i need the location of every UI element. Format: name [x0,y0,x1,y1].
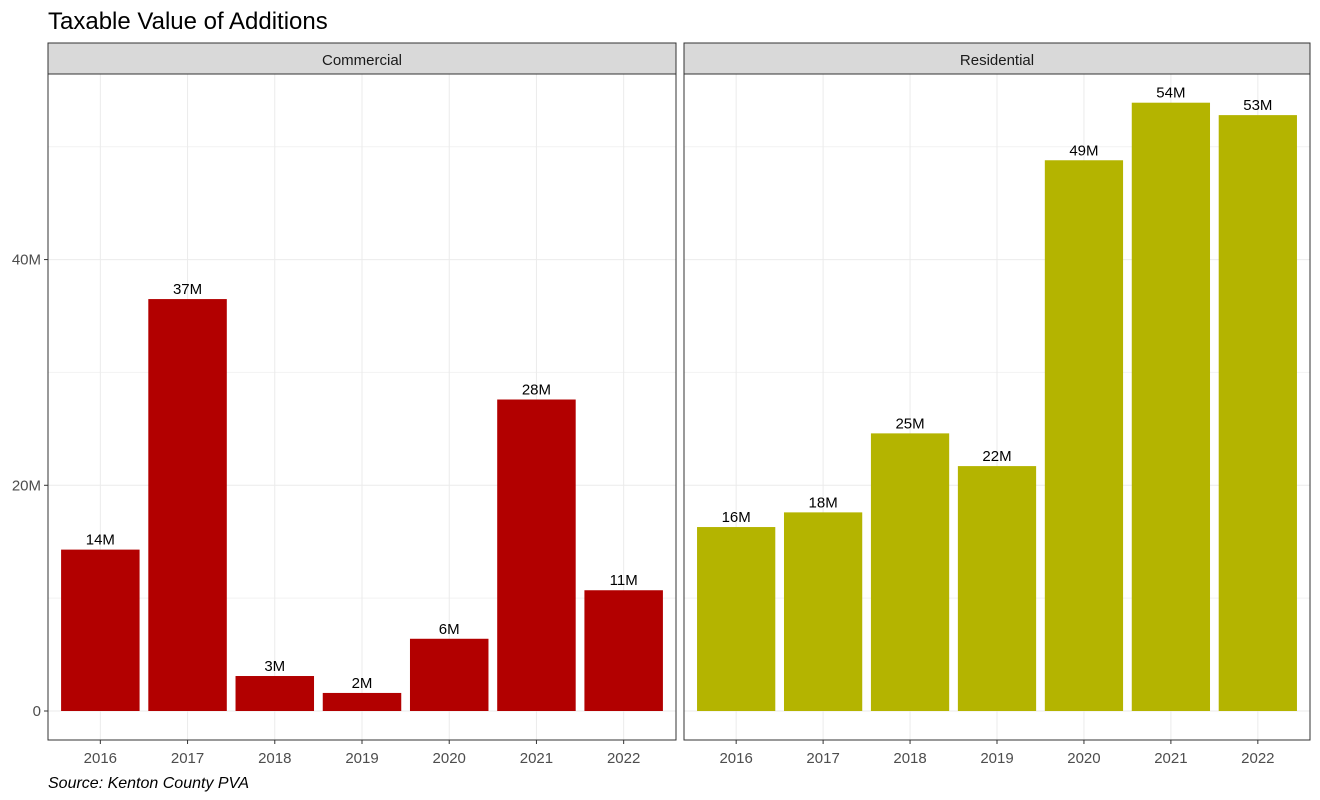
bar-data-label: 2M [352,675,373,692]
bar-2017 [783,512,863,711]
bar-data-label: 37M [173,281,202,298]
bar-2022 [584,590,663,711]
y-tick-label: 40M [12,252,41,269]
y-axis: 0 20M 40M [12,252,48,720]
panel-residential: Residential 16M 18M 25M 22M 49M 54M 53M 2016 2017… [683,42,1311,767]
bar-2017 [148,299,227,711]
y-tick-label: 20M [12,477,41,494]
bar-data-label: 16M [722,509,751,526]
x-tick-label: 2020 [433,750,466,767]
x-tick-label: 2017 [806,750,839,767]
bar-2016 [61,549,140,711]
x-tick-label: 2016 [719,750,752,767]
bar-2020 [1044,160,1124,711]
bars: 14M 37M 3M 2M 6M 28M 11M [61,281,663,711]
chart-caption: Source: Kenton County PVA [48,775,249,792]
bar-2021 [1131,102,1211,711]
x-tick-label: 2018 [893,750,926,767]
panel-commercial: Commercial 14M 37M 3M 2M 6M 28M 11M 2016 2017 2018… [47,42,677,767]
x-tick-label: 2021 [520,750,553,767]
x-tick-label: 2019 [345,750,378,767]
bar-data-label: 25M [895,415,924,432]
x-tick-label: 2018 [258,750,291,767]
bar-data-label: 6M [439,621,460,638]
bar-2018 [870,433,950,711]
bar-data-label: 18M [809,494,838,511]
bar-data-label: 54M [1156,85,1185,102]
bar-data-label: 14M [86,532,115,549]
bar-2022 [1218,115,1297,712]
bar-2021 [497,399,576,711]
chart-panels: Commercial 14M 37M 3M 2M 6M 28M 11M 2016 2017 2018… [47,42,1311,767]
bar-data-label: 49M [1069,142,1098,159]
bar-2019 [322,692,402,711]
facet-strip [47,42,677,75]
x-tick-label: 2022 [1241,750,1274,767]
bars: 16M 18M 25M 22M 49M 54M 53M [697,85,1297,712]
x-tick-label: 2021 [1154,750,1187,767]
y-tick-label: 0 [33,703,41,720]
bar-data-label: 22M [982,448,1011,465]
bar-2020 [409,638,489,711]
facet-strip-label: Commercial [322,52,402,69]
bar-2019 [957,466,1037,711]
bar-data-label: 11M [610,572,638,589]
x-axis: 2016 2017 2018 2019 2020 2021 2022 [719,740,1275,767]
x-tick-label: 2016 [84,750,117,767]
x-tick-label: 2020 [1067,750,1100,767]
x-tick-label: 2017 [171,750,204,767]
x-axis: 2016 2017 2018 2019 2020 2021 2022 [84,740,640,767]
bar-2016 [697,527,776,711]
x-tick-label: 2022 [607,750,640,767]
chart-title: Taxable Value of Additions [48,8,328,35]
bar-data-label: 53M [1243,97,1272,114]
bar-data-label: 3M [264,658,285,675]
x-tick-label: 2019 [980,750,1013,767]
bar-2018 [235,676,315,711]
bar-data-label: 28M [522,382,551,399]
facet-strip-label: Residential [960,52,1034,69]
